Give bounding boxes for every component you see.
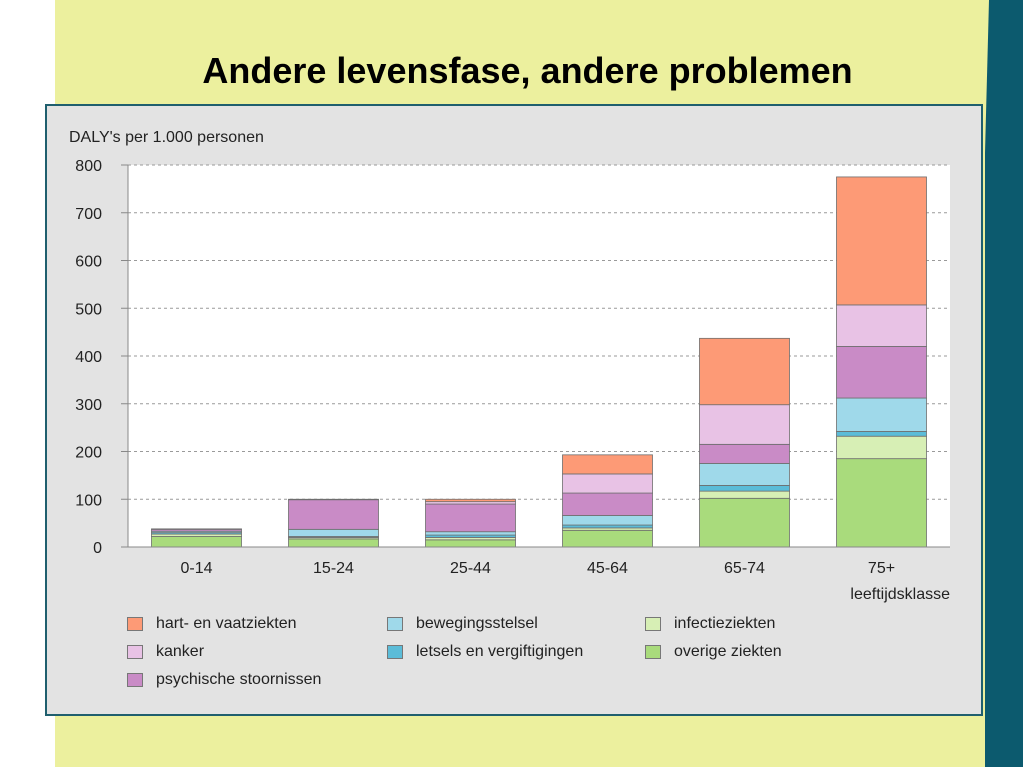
- legend-swatch: [127, 645, 143, 659]
- legend-swatch: [645, 617, 661, 631]
- legend-swatch: [387, 645, 403, 659]
- bar-segment: [151, 536, 242, 548]
- bar-segment: [425, 539, 516, 548]
- bar-segment: [562, 473, 653, 494]
- legend-label: overige ziekten: [674, 643, 782, 660]
- bar-segment: [836, 304, 927, 347]
- bar-segment: [562, 515, 653, 526]
- bar-segment: [699, 404, 790, 445]
- legend-item: infectieziekten: [645, 615, 775, 633]
- slide-title: Andere levensfase, andere problemen: [202, 50, 853, 91]
- legend-item: psychische stoornissen: [127, 671, 321, 689]
- bar-segment: [562, 524, 653, 529]
- y-axis-label: DALY's per 1.000 personen: [69, 129, 264, 146]
- bar-segment: [425, 498, 516, 503]
- x-tick-label: 65-74: [724, 560, 765, 577]
- bar-segment: [425, 503, 516, 533]
- bar-segment: [288, 499, 379, 530]
- y-tick-label: 100: [75, 492, 102, 509]
- y-tick-label: 200: [75, 445, 102, 462]
- y-tick-label: 400: [75, 349, 102, 366]
- bar-segment: [288, 528, 379, 537]
- bar-segment: [836, 397, 927, 432]
- x-tick-label: 75+: [868, 560, 895, 577]
- y-tick-label: 800: [75, 158, 102, 175]
- legend-item: letsels en vergiftigingen: [387, 643, 583, 661]
- bar-segment: [288, 538, 379, 548]
- bar-segment: [699, 485, 790, 492]
- stacked-bar-chart: 0 100 200 300 400 500 600 700 800 0-14 15-24 25-44 4…: [69, 129, 950, 603]
- legend-label: kanker: [156, 643, 205, 660]
- bar-segment: [562, 529, 653, 548]
- legend-swatch: [645, 645, 661, 659]
- bar-segment: [699, 337, 790, 406]
- x-tick-label: 15-24: [313, 560, 354, 577]
- bar-segment: [699, 463, 790, 486]
- x-tick-label: 0-14: [180, 560, 212, 577]
- bar-segment: [699, 490, 790, 499]
- legend-swatch: [387, 617, 403, 631]
- bar-segment: [425, 531, 516, 536]
- y-tick-label: 600: [75, 254, 102, 271]
- y-tick-label: 0: [93, 540, 102, 557]
- bar-segment: [836, 176, 927, 306]
- legend-swatch: [127, 617, 143, 631]
- legend-swatch: [127, 673, 143, 687]
- bar-segment: [836, 431, 927, 437]
- legend-item: hart- en vaatziekten: [127, 615, 297, 633]
- bar-segment: [836, 458, 927, 548]
- chart-panel: 0 100 200 300 400 500 600 700 800 0-14 15-24 25-44 4…: [45, 104, 983, 716]
- legend-label: bewegingsstelsel: [416, 615, 538, 632]
- legend-item: kanker: [127, 643, 204, 661]
- bar-segment: [699, 443, 790, 464]
- bar-segment: [562, 454, 653, 475]
- slide-accent-band: [985, 0, 1023, 767]
- legend-label: psychische stoornissen: [156, 671, 322, 688]
- legend-label: hart- en vaatziekten: [156, 615, 297, 632]
- legend-label: infectieziekten: [674, 615, 776, 632]
- bar-segment: [836, 435, 927, 460]
- x-tick-label: 25-44: [450, 560, 491, 577]
- y-tick-label: 700: [75, 206, 102, 223]
- x-tick-label: 45-64: [587, 560, 628, 577]
- legend-item: bewegingsstelsel: [387, 615, 538, 633]
- y-tick-label: 500: [75, 301, 102, 318]
- bar-segment: [699, 497, 790, 548]
- bar-segment: [836, 346, 927, 399]
- x-axis-label: leeftijdsklasse: [850, 586, 950, 603]
- legend-item: overige ziekten: [645, 643, 782, 661]
- bar-segment: [562, 492, 653, 516]
- legend-label: letsels en vergiftigingen: [416, 643, 584, 660]
- y-tick-label: 300: [75, 397, 102, 414]
